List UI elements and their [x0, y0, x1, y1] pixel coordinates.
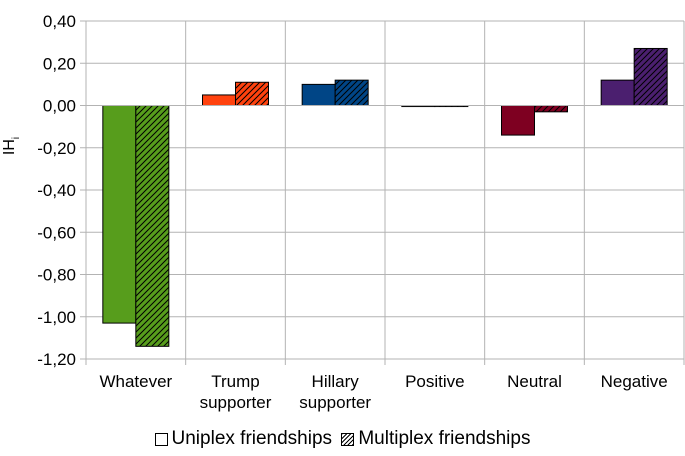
x-category-label: Positive: [405, 372, 465, 391]
bar-uniplex: [501, 105, 535, 136]
bar-uniplex: [301, 83, 336, 106]
y-tick-label: -0,20: [37, 139, 76, 158]
bar-uniplex: [202, 94, 236, 106]
x-category-label: supporter: [200, 393, 272, 412]
y-tick-label: -0,80: [37, 266, 76, 285]
legend-swatch-solid: [154, 432, 168, 446]
legend-swatch-hatched: [341, 432, 355, 446]
x-category-label: Hillary: [312, 372, 360, 391]
x-category-label: Trump: [211, 372, 260, 391]
y-tick-label: -0,40: [37, 181, 76, 200]
bar-multiplex: [534, 105, 568, 113]
gridlines: [85, 20, 685, 365]
x-category-label: Whatever: [99, 372, 172, 391]
x-category-label: Negative: [601, 372, 668, 391]
legend-label-multiplex: Multiplex friendships: [358, 428, 531, 449]
bar-multiplex: [235, 81, 269, 106]
bar-chart: 0,40 0,20 0,00 -0,20 -0,40 -0,60 -0,80 -1,00 -1,…: [1, 12, 685, 412]
y-tick-label: -1,00: [37, 308, 76, 327]
y-tick-label: 0,40: [43, 12, 76, 31]
y-tick-label: 0,20: [43, 54, 76, 73]
x-category-label: supporter: [299, 393, 371, 412]
y-axis-label: IHi: [1, 137, 22, 155]
bar-uniplex: [102, 105, 137, 324]
y-tick-label: -1,20: [37, 350, 76, 369]
axes: [80, 20, 684, 360]
legend-label-uniplex: Uniplex friendships: [171, 428, 333, 449]
bar-multiplex: [633, 47, 668, 106]
y-tick-label: 0,00: [43, 97, 76, 116]
legend: Uniplex friendships Multiplex friendship…: [0, 428, 685, 452]
labels: 0,40 0,20 0,00 -0,20 -0,40 -0,60 -0,80 -1,00 -1,…: [1, 12, 668, 412]
y-tick-label: -0,60: [37, 223, 76, 242]
legend-item-uniplex: Uniplex friendships: [154, 428, 333, 450]
x-category-label: Neutral: [507, 372, 562, 391]
bar-uniplex: [600, 79, 635, 107]
bars: [102, 47, 668, 347]
bar-multiplex: [135, 105, 170, 347]
legend-item-multiplex: Multiplex friendships: [341, 428, 530, 450]
bar-multiplex: [334, 79, 369, 107]
